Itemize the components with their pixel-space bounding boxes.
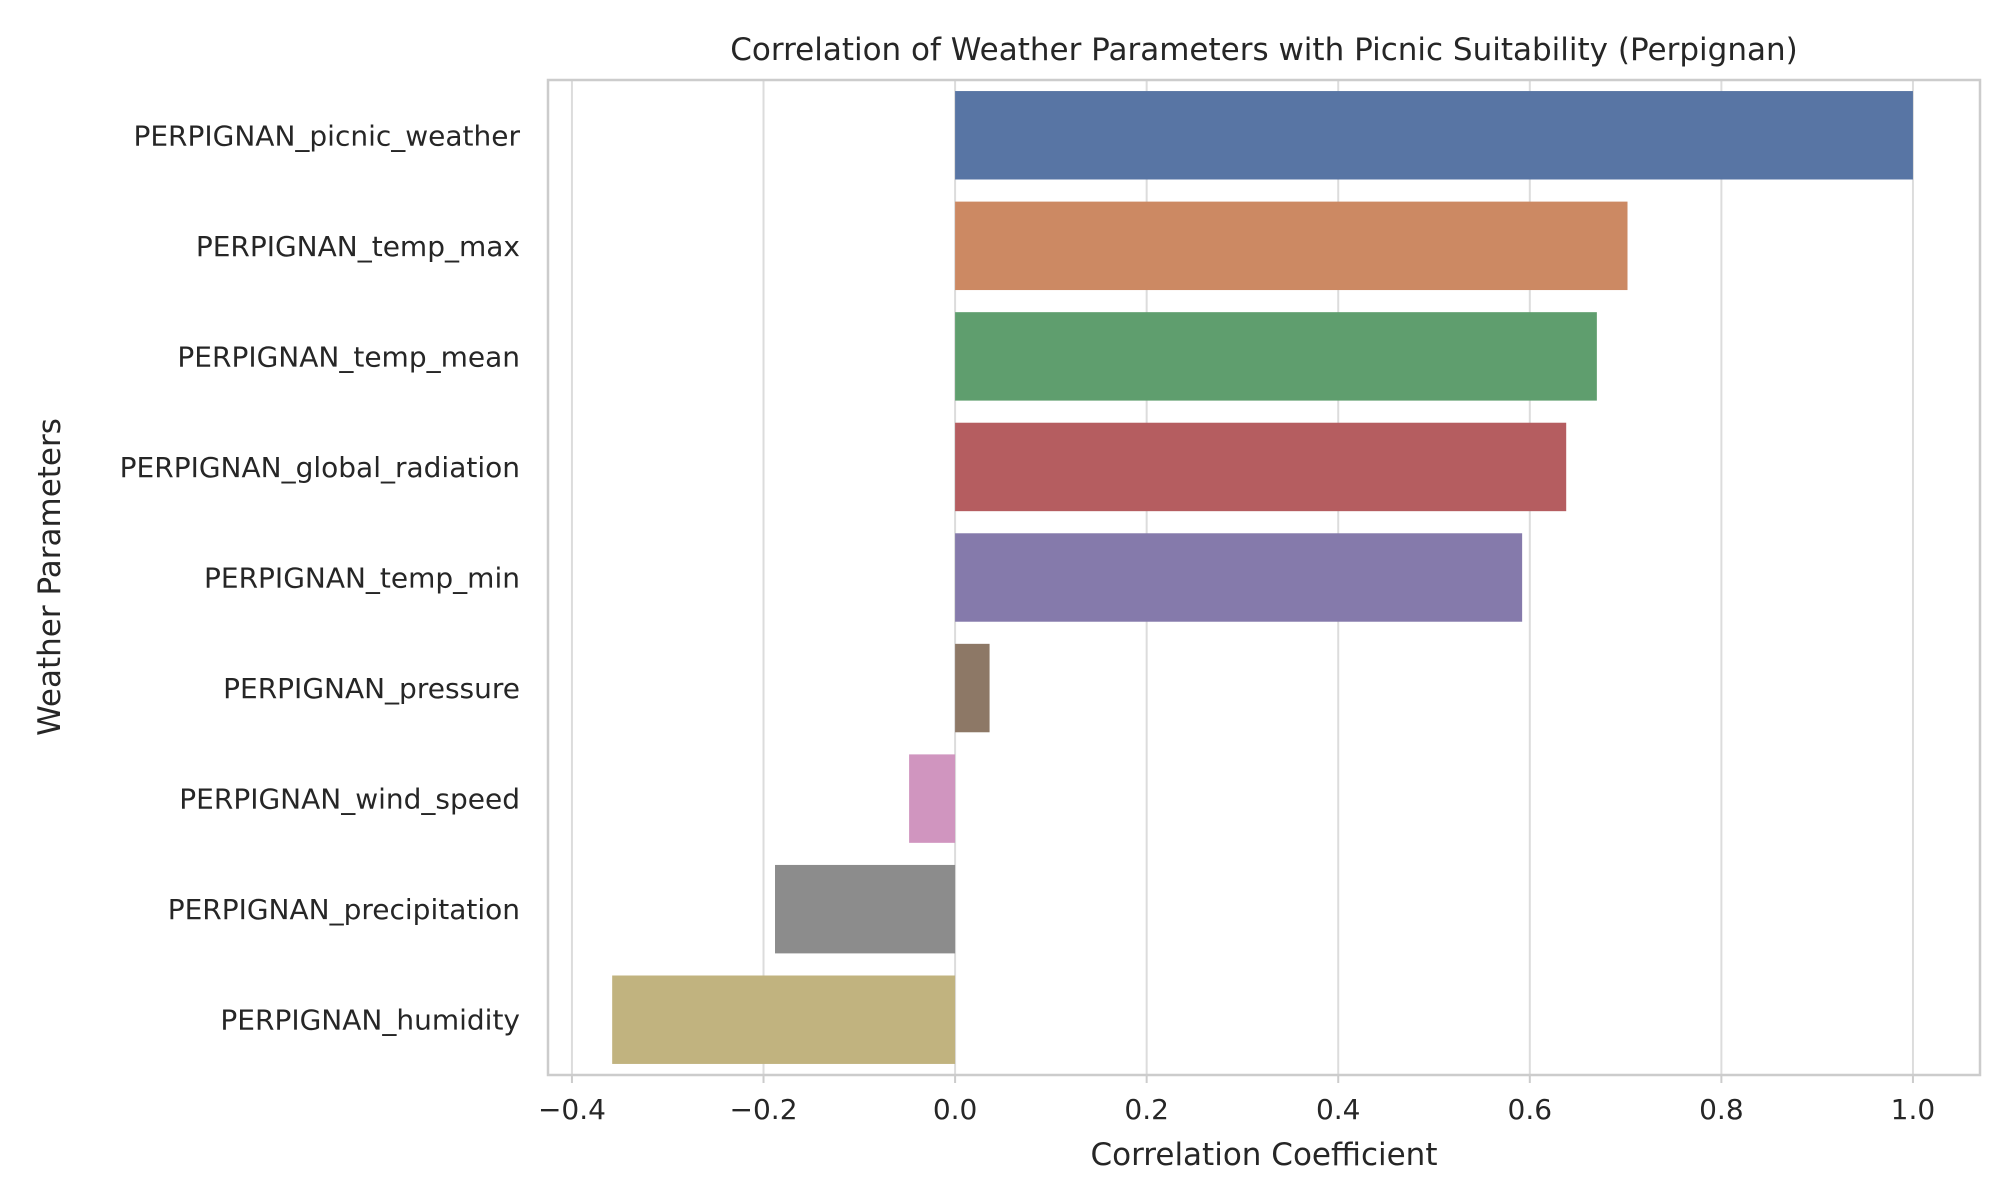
y-tick-label: PERPIGNAN_temp_mean xyxy=(177,340,520,373)
y-tick-label: PERPIGNAN_global_radiation xyxy=(120,451,520,484)
y-tick-label: PERPIGNAN_picnic_weather xyxy=(133,119,520,152)
bar-perpignan-pressure xyxy=(955,643,990,733)
x-tick-label: 0.8 xyxy=(1699,1093,1744,1126)
bar-perpignan-temp-mean xyxy=(955,312,1597,401)
x-axis-ticks: −0.4 −0.2 0.0 0.2 0.4 0.6 0.8 1.0 xyxy=(538,1075,1935,1126)
y-tick-label: PERPIGNAN_humidity xyxy=(220,1004,520,1037)
x-axis-label: Correlation Coefficient xyxy=(1091,1137,1438,1173)
y-tick-label: PERPIGNAN_precipitation xyxy=(168,893,520,926)
y-tick-label: PERPIGNAN_temp_min xyxy=(204,562,520,595)
y-tick-label: PERPIGNAN_temp_max xyxy=(196,230,520,263)
x-tick-label: −0.4 xyxy=(538,1093,606,1126)
x-tick-label: 0.6 xyxy=(1508,1093,1553,1126)
plot-frame xyxy=(546,78,1982,1077)
y-axis-ticks: PERPIGNAN_picnic_weather PERPIGNAN_temp_m… xyxy=(120,119,521,1036)
bar-perpignan-humidity xyxy=(612,975,956,1064)
bar-perpignan-global-radiation xyxy=(955,422,1567,512)
x-tick-label: 0.2 xyxy=(1124,1093,1169,1126)
bars xyxy=(612,91,1913,1064)
x-tick-label: 0.0 xyxy=(933,1093,978,1126)
bar-perpignan-temp-max xyxy=(955,201,1628,291)
bar-perpignan-precipitation xyxy=(775,864,956,954)
bar-perpignan-picnic-weather xyxy=(955,91,1913,180)
bar-perpignan-wind-speed xyxy=(909,754,956,843)
chart-title: Correlation of Weather Parameters with P… xyxy=(730,32,1797,68)
y-tick-label: PERPIGNAN_wind_speed xyxy=(179,783,520,816)
bar-perpignan-temp-min xyxy=(955,533,1523,622)
x-tick-label: 1.0 xyxy=(1891,1093,1936,1126)
x-tick-label: 0.4 xyxy=(1316,1093,1361,1126)
x-tick-label: −0.2 xyxy=(730,1093,798,1126)
y-tick-label: PERPIGNAN_pressure xyxy=(223,672,520,705)
y-axis-label: Weather Parameters xyxy=(32,418,68,736)
